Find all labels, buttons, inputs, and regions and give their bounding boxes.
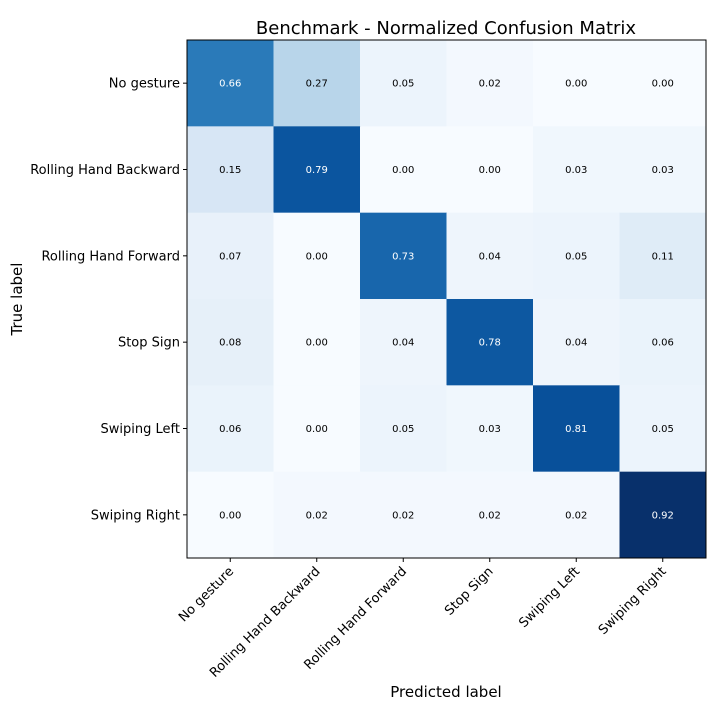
x-tick-label-swiping-right: Swiping Right (596, 564, 670, 638)
heatmap-cell-labels: 0.66 0.27 0.05 0.02 0.00 0.00 0.15 0.79 0.00 0.00… (219, 79, 674, 522)
cell-value-label-4-2: 0.05 (392, 424, 414, 435)
heatmap-cell-3-5 (619, 299, 707, 386)
cell-value-label-5-0: 0.00 (219, 510, 241, 521)
heatmap-cell-5-2 (360, 471, 447, 559)
heatmap-cell-4-3 (446, 385, 534, 473)
heatmap-cell-5-3 (446, 471, 534, 559)
cell-value-label-0-4: 0.00 (565, 79, 587, 90)
x-axis-label: Predicted label (390, 683, 501, 701)
heatmap-cell-1-2 (360, 126, 447, 214)
y-tick-label-swiping-right: Swiping Right (91, 508, 180, 523)
cell-value-label-5-1: 0.02 (306, 510, 328, 521)
heatmap-cell-2-1 (273, 212, 361, 300)
heatmap-cell-1-5 (619, 126, 707, 214)
cell-value-label-1-1: 0.79 (306, 165, 328, 176)
cell-value-label-5-4: 0.02 (565, 510, 587, 521)
cell-value-label-2-2: 0.73 (392, 251, 414, 262)
cell-value-label-0-3: 0.02 (479, 79, 501, 90)
y-axis-ticks: No gesture Rolling Hand Backward Rolling H… (30, 77, 187, 523)
x-tick-label-stop-sign: Stop Sign (442, 564, 496, 618)
cell-value-label-5-5: 0.92 (652, 510, 674, 521)
heatmap-cell-3-1 (273, 299, 361, 386)
heatmap-cell-2-5 (619, 212, 707, 300)
x-tick-label-swiping-left: Swiping Left (516, 564, 583, 631)
heatmap-cell-0-3 (446, 40, 534, 127)
cell-value-label-3-3: 0.78 (479, 338, 501, 349)
cell-value-label-1-2: 0.00 (392, 165, 414, 176)
heatmap-cell-3-0 (187, 299, 274, 386)
heatmap-cell-0-4 (533, 40, 620, 127)
y-tick-label-rolling-hand-forward: Rolling Hand Forward (41, 249, 180, 264)
heatmap-cell-0-5 (619, 40, 707, 127)
heatmap-cell-3-2 (360, 299, 447, 386)
heatmap-cell-5-1 (273, 471, 361, 559)
heatmap-cell-3-4 (533, 299, 620, 386)
x-tick-label-no-gesture: No gesture (176, 564, 237, 625)
cell-value-label-2-3: 0.04 (479, 251, 501, 262)
cell-value-label-1-3: 0.00 (479, 165, 501, 176)
cell-value-label-3-0: 0.08 (219, 338, 241, 349)
heatmap-cell-4-0 (187, 385, 274, 473)
cell-value-label-2-5: 0.11 (652, 251, 674, 262)
heatmap-cell-4-1 (273, 385, 361, 473)
heatmap-cell-4-2 (360, 385, 447, 473)
y-tick-label-rolling-hand-backward: Rolling Hand Backward (30, 163, 180, 178)
cell-value-label-1-5: 0.03 (652, 165, 674, 176)
chart-title: Benchmark - Normalized Confusion Matrix (256, 18, 637, 39)
cell-value-label-3-2: 0.04 (392, 338, 414, 349)
heatmap-cell-5-4 (533, 471, 620, 559)
heatmap-cell-1-1 (273, 126, 361, 214)
cell-value-label-2-4: 0.05 (565, 251, 587, 262)
heatmap-cell-1-4 (533, 126, 620, 214)
heatmap-cell-4-4 (533, 385, 620, 473)
heatmap-cell-2-0 (187, 212, 274, 300)
heatmap-cell-5-0 (187, 471, 274, 559)
heatmap-cell-0-2 (360, 40, 447, 127)
heatmap-cell-4-5 (619, 385, 707, 473)
cell-value-label-1-4: 0.03 (565, 165, 587, 176)
cell-value-label-4-0: 0.06 (219, 424, 241, 435)
heatmap-cell-0-0 (187, 40, 274, 127)
cell-value-label-0-5: 0.00 (652, 79, 674, 90)
cell-value-label-3-1: 0.00 (306, 338, 328, 349)
cell-value-label-0-2: 0.05 (392, 79, 414, 90)
y-tick-label-stop-sign: Stop Sign (118, 336, 180, 351)
y-tick-label-swiping-left: Swiping Left (101, 422, 180, 437)
cell-value-label-3-4: 0.04 (565, 338, 587, 349)
cell-value-label-4-1: 0.00 (306, 424, 328, 435)
cell-value-label-5-3: 0.02 (479, 510, 501, 521)
heatmap-cell-0-1 (273, 40, 361, 127)
heatmap-cell-1-0 (187, 126, 274, 214)
cell-value-label-3-5: 0.06 (652, 338, 674, 349)
heatmap-cells (187, 40, 707, 559)
cell-value-label-4-5: 0.05 (652, 424, 674, 435)
y-axis-label: True label (8, 263, 26, 337)
heatmap-cell-2-4 (533, 212, 620, 300)
cell-value-label-0-1: 0.27 (306, 79, 328, 90)
cell-value-label-0-0: 0.66 (219, 79, 241, 90)
cell-value-label-2-0: 0.07 (219, 251, 241, 262)
cell-value-label-2-1: 0.00 (306, 251, 328, 262)
plot-frame (186, 39, 707, 559)
cell-value-label-1-0: 0.15 (219, 165, 241, 176)
cell-value-label-4-4: 0.81 (565, 424, 587, 435)
heatmap-cell-5-5 (619, 471, 707, 559)
cell-value-label-5-2: 0.02 (392, 510, 414, 521)
y-tick-label-no-gesture: No gesture (109, 77, 180, 92)
cell-value-label-4-3: 0.03 (479, 424, 501, 435)
heatmap-cell-2-3 (446, 212, 534, 300)
heatmap-cell-3-3 (446, 299, 534, 386)
heatmap-cell-1-3 (446, 126, 534, 214)
heatmap-cell-2-2 (360, 212, 447, 300)
